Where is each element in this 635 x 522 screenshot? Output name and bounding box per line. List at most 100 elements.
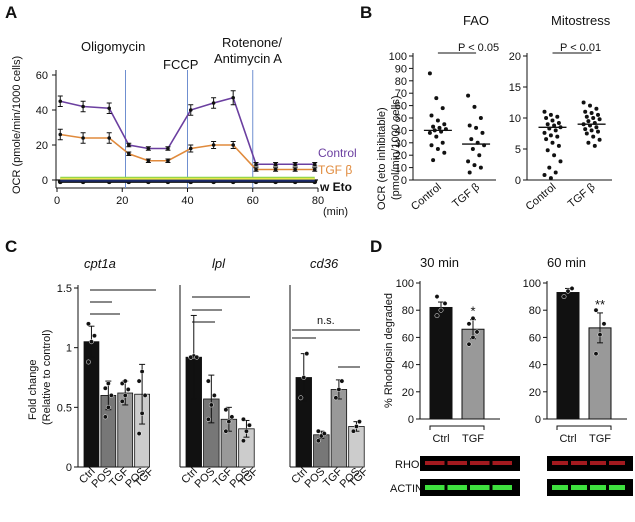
- blot-label-rho: RHO: [395, 459, 420, 471]
- mito-point: [583, 127, 588, 132]
- mito-ytick-label: 0: [515, 175, 521, 187]
- fao-ytick-label: 0: [401, 175, 407, 187]
- injection-label-oligomycin: Oligomycin: [81, 39, 145, 54]
- c-cd36-point: [321, 431, 327, 437]
- c-lpl-point: [223, 428, 229, 434]
- fao-point: [474, 125, 479, 130]
- gene-cd36: cd36: [310, 256, 339, 271]
- series-1-point: [293, 167, 297, 172]
- fao-ytick-label: 90: [395, 63, 407, 75]
- c-cd36-point: [315, 428, 321, 434]
- series-1-point: [146, 158, 151, 163]
- fao-p-value: P < 0.05: [458, 42, 499, 54]
- mito-point: [592, 120, 597, 125]
- c-lpl-point: [211, 392, 217, 398]
- d-1-point: [565, 288, 571, 294]
- c-cd36-point: [336, 386, 342, 392]
- d-0-rho-band: [425, 461, 445, 465]
- d-1-rho-band: [590, 461, 606, 465]
- c-cpt1a-point: [122, 392, 128, 398]
- fao-point: [478, 116, 483, 120]
- d-1-point: [593, 307, 599, 313]
- c-cpt1a-point: [142, 392, 148, 398]
- mito-ytick-label: 10: [509, 113, 521, 125]
- panel-a-xtick-label: 40: [181, 195, 193, 207]
- mito-point: [545, 148, 550, 153]
- c-cpt1a-point: [88, 339, 94, 345]
- fao-ytick-label: 10: [395, 163, 407, 175]
- d-0-rho-band: [447, 461, 467, 465]
- c-cd36-bar-1: [313, 434, 330, 468]
- mito-xcat-label: Control: [524, 181, 559, 213]
- fao-ytick-label: 20: [395, 150, 407, 162]
- fao-point: [478, 165, 483, 170]
- series-1-point: [211, 143, 216, 147]
- d-ytick-label: 20: [529, 387, 541, 399]
- d-1-bracket: [556, 425, 612, 430]
- mito-point: [547, 126, 552, 131]
- fao-point: [466, 159, 471, 164]
- mito-point: [544, 137, 549, 142]
- series-0-point: [231, 95, 235, 100]
- d-title-30min: 30 min: [420, 255, 459, 270]
- mito-point: [596, 112, 600, 117]
- d-ytick-label: 60: [402, 332, 414, 344]
- mito-point: [555, 114, 560, 119]
- c-cpt1a-point: [85, 359, 91, 365]
- series-1-point: [166, 158, 170, 163]
- fao-point: [432, 128, 437, 133]
- fao-xcat-label: TGF β: [450, 181, 482, 210]
- mito-point: [555, 134, 560, 139]
- series-1-point: [254, 167, 258, 172]
- fao-point: [434, 134, 439, 139]
- c-cpt1a-point: [102, 385, 108, 391]
- c-cpt1a-point: [105, 381, 111, 386]
- panel-a-xtick-label: 0: [54, 195, 60, 207]
- series-1-point: [81, 136, 85, 140]
- series-0-point: [58, 99, 63, 104]
- mito-point: [544, 116, 549, 120]
- d-1-rho-band: [571, 461, 587, 465]
- fao-title: FAO: [463, 13, 489, 28]
- series-0-point: [293, 162, 297, 167]
- d-0-point: [470, 334, 476, 340]
- fao-point: [440, 140, 445, 145]
- panel-c-ylabel-1: Fold change: [27, 359, 39, 420]
- panel-d-ylabel: % Rhodopsin degraded: [383, 293, 395, 408]
- mito-point: [550, 140, 555, 145]
- mito-point: [594, 106, 599, 111]
- fao-point: [477, 153, 482, 158]
- fao-point: [435, 147, 440, 151]
- c-ytick-label: 1.5: [57, 283, 72, 295]
- d-0-sig: *: [470, 304, 475, 319]
- mito-point: [548, 176, 553, 181]
- panel-a-xtick-label: 60: [247, 195, 259, 207]
- fao-point: [470, 147, 475, 151]
- fao-point: [437, 125, 442, 130]
- c-cd36-bar-3: [348, 426, 365, 468]
- d-ytick-label: 60: [529, 332, 541, 344]
- series-0-point: [126, 143, 131, 147]
- c-cd36-point: [356, 419, 362, 425]
- mito-ytick-label: 5: [515, 144, 521, 156]
- mito-point: [556, 143, 561, 148]
- d-0-bracket: [429, 425, 485, 430]
- d-1-actin-band: [571, 485, 587, 490]
- d-ytick-label: 0: [535, 414, 541, 426]
- blot-label-actin: ACTIN: [390, 483, 423, 495]
- mito-point: [553, 170, 558, 175]
- mito-point: [556, 120, 561, 125]
- d-0-actin-band: [470, 485, 490, 490]
- d-1-rho-band: [552, 461, 568, 465]
- c-cpt1a-point: [105, 404, 111, 410]
- mito-ytick-label: 20: [509, 51, 521, 63]
- fao-point: [472, 163, 477, 168]
- d-1-actin-band: [609, 485, 625, 490]
- fao-xcat-label: Control: [409, 181, 444, 213]
- mito-point: [584, 114, 589, 119]
- panel-label-a: A: [5, 3, 17, 22]
- d-0-point: [434, 313, 440, 319]
- d-0-point: [434, 294, 440, 300]
- series-1-point: [312, 167, 317, 172]
- d-ytick-label: 100: [396, 278, 414, 290]
